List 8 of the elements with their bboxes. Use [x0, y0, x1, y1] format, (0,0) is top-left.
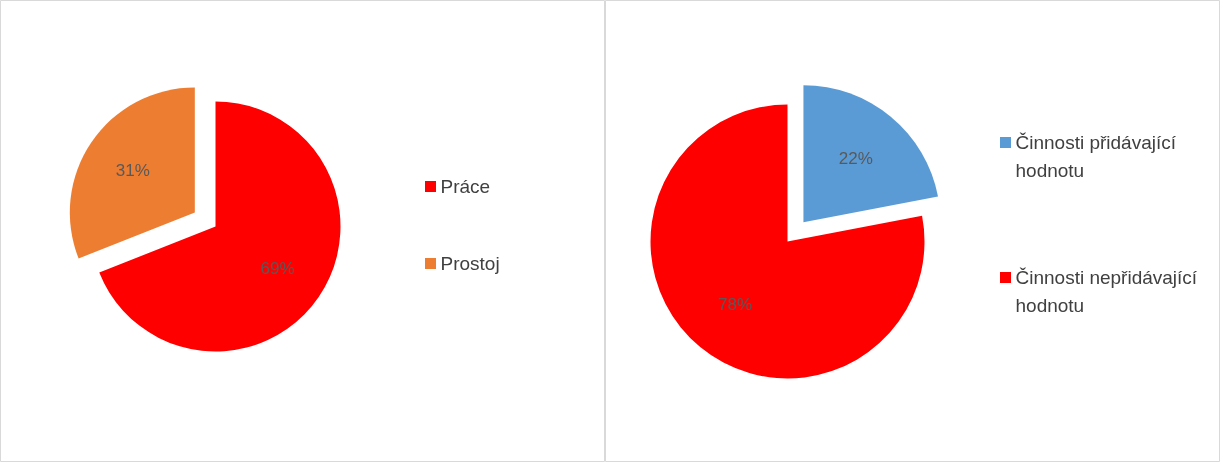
data-label: 22%: [838, 149, 873, 169]
legend-label: Činnosti přidávající hodnotu: [1015, 132, 1177, 181]
data-label: 69%: [260, 259, 295, 279]
legend-label: Práce: [440, 176, 491, 197]
data-label: 31%: [115, 160, 150, 180]
legend-label: Prostoj: [440, 253, 500, 274]
legend-label: Činnosti nepřidávající hodnotu: [1015, 267, 1198, 316]
data-label: 78%: [718, 295, 753, 315]
